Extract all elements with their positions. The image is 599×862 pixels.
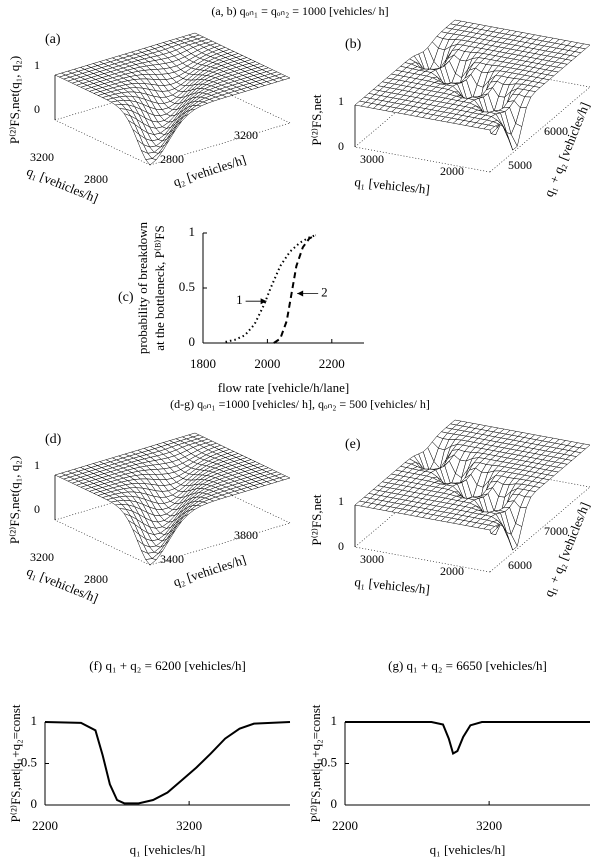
x-tick-label: 3200 — [476, 818, 502, 833]
chart-title: (f) q₁ + q₂ = 6200 [vehicles/h] — [89, 658, 246, 673]
y-axis-label: q₁ + q₂ [vehicles/h] — [541, 100, 593, 199]
z-tick-label: 0 — [34, 502, 40, 516]
z-tick-label: 1 — [338, 94, 344, 108]
panel-label: (c) — [118, 290, 134, 305]
arrow-head — [297, 290, 304, 297]
y-tick-label: 3200 — [234, 128, 258, 142]
z-label: P⁽²⁾FS,net — [309, 494, 324, 545]
panel-label: (d) — [45, 432, 62, 447]
y-tick-label: 0.5 — [321, 754, 337, 769]
surface-cell — [145, 558, 157, 566]
y-tick-label: 6000 — [544, 124, 568, 138]
y-tick-label: 1 — [31, 713, 38, 728]
y-tick-label: 0 — [331, 796, 338, 811]
y-tick-label: 5000 — [508, 158, 532, 172]
x-axis-label: q₁ [vehicles/h] — [354, 574, 431, 597]
x-tick-label: 2000 — [440, 564, 464, 578]
x-tick-label: 3200 — [30, 550, 54, 564]
y-tick-label: 2800 — [160, 152, 184, 166]
surface-cell — [145, 158, 157, 166]
base-edge — [54, 519, 151, 566]
x-tick-label: 2800 — [84, 572, 108, 586]
x-tick-label: 3000 — [360, 552, 384, 566]
y-tick-label: 0.5 — [21, 754, 37, 769]
z-label: P⁽²⁾FS,net(q₁, q₂) — [7, 56, 22, 144]
base-edge — [354, 461, 456, 548]
base-edge — [354, 61, 456, 148]
y-axis-label: at the bottleneck, P⁽ᴮ⁾FS — [152, 225, 167, 351]
x-tick-label: 3200 — [176, 818, 202, 833]
base-edge — [54, 77, 196, 121]
y-tick-label: 0 — [31, 796, 38, 811]
z-label: P⁽²⁾FS,net — [309, 94, 324, 145]
z-tick-label: 1 — [338, 494, 344, 508]
base-edge — [54, 119, 151, 166]
x-axis-label: flow rate [vehicle/h/lane] — [218, 380, 349, 395]
y-axis-label: probability of breakdown — [135, 221, 150, 354]
base-edge — [149, 122, 291, 166]
x-axis-label: q₁ [vehicles/h] — [430, 842, 506, 857]
surface-cell — [483, 524, 496, 531]
x-axis-label: q₁ [vehicles/h] — [130, 842, 206, 857]
base-edge — [149, 522, 291, 566]
panel-label: (b) — [345, 37, 362, 52]
chart-title: (g) q₁ + q₂ = 6650 [vehicles/h] — [388, 658, 547, 673]
base-edge — [489, 86, 591, 173]
series-line — [345, 721, 590, 756]
x-tick-label: 2200 — [32, 818, 58, 833]
panel-label: (e) — [345, 437, 361, 452]
series-line — [225, 234, 317, 343]
series-label: 2 — [321, 284, 328, 299]
y-tick-label: 0.5 — [179, 279, 195, 294]
x-tick-label: 3200 — [30, 150, 54, 164]
x-tick-label: 2000 — [440, 164, 464, 178]
series-line — [273, 234, 317, 344]
z-tick-label: 1 — [34, 58, 40, 72]
x-tick-label: 3000 — [360, 152, 384, 166]
arrow-head — [260, 298, 267, 305]
z-label: P⁽²⁾FS,net(q₁, q₂) — [7, 456, 22, 544]
y-tick-label: 7000 — [544, 524, 568, 538]
base-edge — [54, 477, 196, 521]
y-tick-label: 3400 — [160, 552, 184, 566]
header: (a, b) qₒₙ₁ = qₒₙ₂ = 1000 [vehicles/ h] — [211, 4, 388, 18]
series-line — [44, 721, 291, 805]
x-tick-label: 2000 — [254, 356, 280, 371]
x-tick-label: 2200 — [319, 356, 345, 371]
panel-label: (a) — [45, 32, 61, 47]
x-tick-label: 1800 — [190, 356, 216, 371]
z-tick-label: 0 — [338, 539, 344, 553]
y-tick-label: 0 — [189, 334, 196, 349]
z-tick-label: 0 — [34, 102, 40, 116]
header: (d-g) qₒₙ₁ =1000 [vehicles/ h], qₒₙ₂ = 5… — [170, 397, 430, 411]
base-edge — [354, 146, 491, 173]
y-tick-label: 1 — [189, 224, 196, 239]
y-axis-label: P⁽²⁾FS,net|q₁+q₂=const — [8, 704, 23, 822]
surface-cell — [483, 124, 496, 131]
base-edge — [489, 486, 591, 573]
y-tick-label: 6000 — [508, 558, 532, 572]
series-label: 1 — [236, 292, 243, 307]
y-tick-label: 3800 — [234, 528, 258, 542]
z-tick-label: 1 — [34, 458, 40, 472]
z-tick-label: 0 — [338, 139, 344, 153]
y-axis-label: P⁽²⁾FS,net|q₁+q₂=const — [308, 704, 323, 822]
y-axis-label: q₁ + q₂ [vehicles/h] — [541, 500, 593, 599]
x-axis-label: q₁ [vehicles/h] — [354, 174, 431, 197]
base-edge — [354, 546, 491, 573]
x-tick-label: 2800 — [84, 172, 108, 186]
y-tick-label: 1 — [331, 713, 338, 728]
x-tick-label: 2200 — [332, 818, 358, 833]
